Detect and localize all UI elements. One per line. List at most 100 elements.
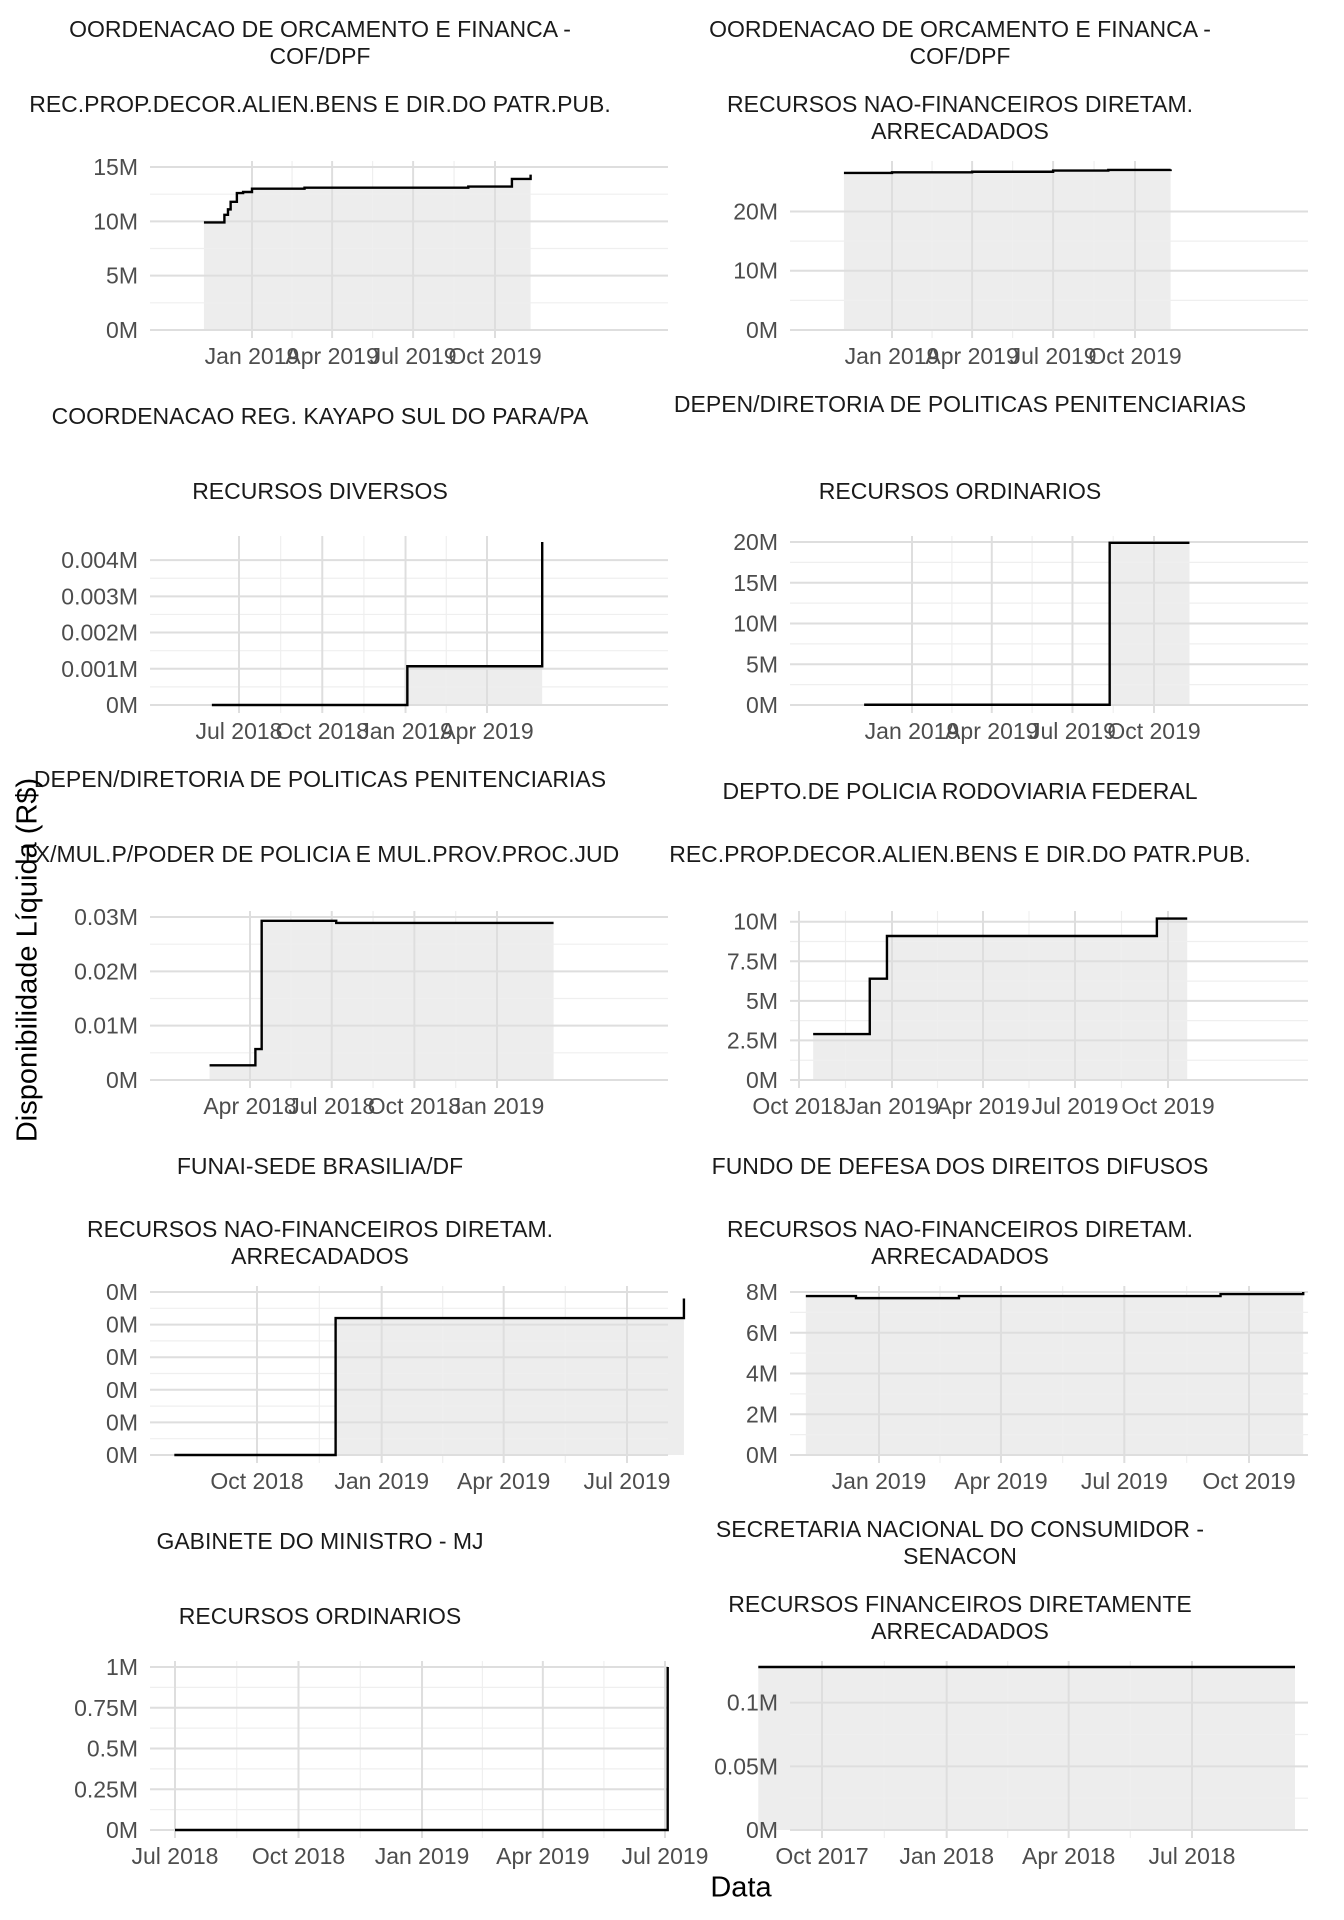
y-tick-label: 0M — [746, 1067, 778, 1093]
x-tick-label: Apr 2019 — [954, 1468, 1047, 1494]
x-tick-label: Jul 2019 — [1032, 1093, 1119, 1119]
y-tick-label: 0M — [106, 317, 138, 343]
x-tick-label: Oct 2018 — [210, 1468, 303, 1494]
y-tick-label: 5M — [746, 988, 778, 1014]
x-tick-label: Jan 2019 — [832, 1468, 927, 1494]
y-tick-label: 0M — [106, 1344, 138, 1370]
y-tick-label: 0M — [106, 1067, 138, 1093]
y-tick-label: 0.002M — [61, 620, 138, 646]
strip-org: DEPEN/DIRETORIA DE POLITICAS PENITENCIAR… — [33, 766, 607, 792]
y-tick-label: 6M — [746, 1320, 778, 1346]
y-axis-title: Disponibilidade Líquida (R$) — [11, 777, 44, 1143]
x-tick-label: Jan 2019 — [375, 1843, 470, 1869]
x-tick-label: Apr 2019 — [936, 1093, 1029, 1119]
y-tick-label: 0.5M — [87, 1736, 138, 1762]
y-tick-label: 7.5M — [727, 948, 778, 974]
x-tick-label: Oct 2018 — [368, 1093, 461, 1119]
series-line — [805, 1292, 1305, 1300]
strip-source: REC.PROP.DECOR.ALIEN.BENS E DIR.DO PATR.… — [29, 91, 611, 117]
strip-source: RECURSOS NAO-FINANCEIROS DIRETAM. ARRECA… — [727, 1216, 1193, 1269]
x-tick-label: Jul 2019 — [1010, 343, 1097, 369]
strip-org: DEPTO.DE POLICIA RODOVIARIA FEDERAL — [722, 778, 1198, 804]
x-tick-label: Jan 2019 — [845, 1093, 940, 1119]
strip-org: SECRETARIA NACIONAL DO CONSUMIDOR - SENA… — [715, 1516, 1205, 1569]
facet-panel: DEPTO.DE POLICIA RODOVIARIA FEDERAL REC.P… — [640, 750, 1308, 1125]
x-tick-label: Oct 2019 — [1202, 1468, 1295, 1494]
strip-org: GABINETE DO MINISTRO - MJ — [156, 1528, 484, 1554]
x-tick-label: Apr 2018 — [203, 1093, 296, 1119]
facet-panel: COORDENACAO REG. KAYAPO SUL DO PARA/PA RE… — [0, 375, 668, 750]
series-line — [175, 1667, 669, 1832]
strip-source: RECURSOS ORDINARIOS — [178, 1603, 462, 1629]
panel-plot: 0M 2M 4M 6M 8M Jan 2019 Apr 2019 Jul 2019 Oct 20… — [746, 1279, 1308, 1494]
series-area — [758, 1667, 1296, 1830]
y-tick-label: 15M — [93, 154, 138, 180]
y-tick-label: 0M — [106, 1312, 138, 1338]
y-tick-label: 5M — [746, 651, 778, 677]
y-tick-label: 0.004M — [61, 547, 138, 573]
series-line — [203, 174, 532, 224]
x-tick-label: Oct 2019 — [1107, 718, 1200, 744]
x-tick-label: Jul 2019 — [584, 1468, 671, 1494]
x-tick-label: Jul 2018 — [196, 718, 283, 744]
x-tick-label: Oct 2019 — [1121, 1093, 1214, 1119]
y-tick-label: 0M — [746, 1442, 778, 1468]
x-tick-label: Apr 2018 — [1022, 1843, 1115, 1869]
x-tick-label: Jul 2019 — [622, 1843, 709, 1869]
series-line — [843, 168, 1172, 175]
y-tick-label: 0M — [746, 692, 778, 718]
x-tick-label: Jul 2018 — [132, 1843, 219, 1869]
series-line — [864, 541, 1190, 706]
y-tick-label: 10M — [733, 611, 778, 637]
strip-source: RECURSOS ORDINARIOS — [818, 478, 1102, 504]
y-tick-label: 0.001M — [61, 656, 138, 682]
y-tick-label: 0.03M — [74, 904, 138, 930]
x-tick-label: Apr 2019 — [925, 343, 1018, 369]
facet-panel: DEPEN/DIRETORIA DE POLITICAS PENITENCIAR… — [0, 750, 668, 1125]
facet-panel: GABINETE DO MINISTRO - MJ RECURSOS ORDINA… — [0, 1500, 708, 1875]
x-tick-label: Jan 2019 — [845, 343, 940, 369]
series-area — [203, 174, 531, 330]
y-tick-label: 4M — [746, 1361, 778, 1387]
x-tick-label: Jul 2019 — [1081, 1468, 1168, 1494]
x-tick-label: Oct 2019 — [448, 343, 541, 369]
x-tick-label: Jul 2018 — [288, 1093, 375, 1119]
strip-org: FUNAI-SEDE BRASILIA/DF — [176, 1153, 464, 1179]
series-line — [211, 542, 544, 707]
panel-plot: 0M 0M 0M 0M 0M 0M Oct 2018 Jan 2019 Apr 2019 Jul … — [106, 1279, 686, 1494]
series-area — [843, 169, 1171, 330]
x-tick-label: Jan 2018 — [899, 1843, 994, 1869]
y-tick-label: 8M — [746, 1279, 778, 1305]
series-line — [174, 1298, 686, 1457]
x-tick-label: Oct 2019 — [1088, 343, 1181, 369]
y-tick-label: 2M — [746, 1401, 778, 1427]
x-tick-label: Oct 2018 — [252, 1843, 345, 1869]
y-tick-label: 0M — [106, 1817, 138, 1843]
strip-source: RECURSOS FINANCEIROS DIRETAMENTE ARRECAD… — [728, 1591, 1192, 1644]
x-tick-label: Apr 2019 — [496, 1843, 589, 1869]
x-tick-label: Oct 2018 — [276, 718, 369, 744]
facet-panel: OORDENACAO DE ORCAMENTO E FINANCA - COF/… — [0, 0, 668, 375]
strip-org: OORDENACAO DE ORCAMENTO E FINANCA - COF/… — [69, 16, 571, 69]
x-tick-label: Jan 2019 — [205, 343, 300, 369]
y-tick-label: 1M — [106, 1654, 138, 1680]
x-tick-label: Jan 2019 — [450, 1093, 545, 1119]
y-tick-label: 0M — [746, 317, 778, 343]
y-tick-label: 0.003M — [61, 583, 138, 609]
panel-plot: 0M 0.05M 0.1M Oct 2017 Jan 2018 Apr 2018 Jul 2… — [714, 1661, 1308, 1869]
x-tick-label: Apr 2019 — [285, 343, 378, 369]
x-axis-title: Data — [710, 1871, 772, 1904]
series-area — [174, 1298, 684, 1455]
facet-panel: FUNAI-SEDE BRASILIA/DF RECURSOS NAO-FINAN… — [0, 1125, 686, 1500]
strip-org: FUNDO DE DEFESA DOS DIREITOS DIFUSOS — [711, 1153, 1209, 1179]
y-tick-label: 5M — [106, 263, 138, 289]
strip-org: OORDENACAO DE ORCAMENTO E FINANCA - COF/… — [709, 16, 1211, 69]
y-tick-label: 20M — [733, 529, 778, 555]
y-tick-label: 0.1M — [727, 1690, 778, 1716]
